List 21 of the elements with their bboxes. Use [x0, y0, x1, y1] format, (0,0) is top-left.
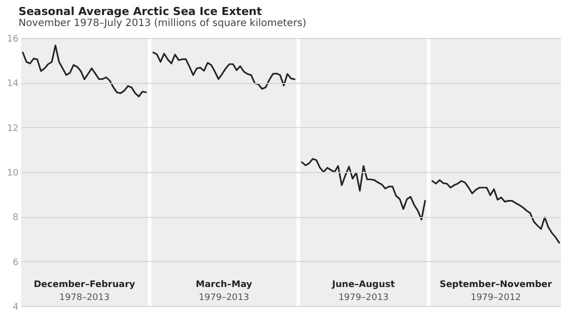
y-tick-label: 8 [12, 213, 19, 224]
y-tick-label: 12 [7, 124, 18, 134]
annotation: December–February [34, 280, 136, 290]
annotation: June–August [331, 280, 396, 290]
annotation: 1979–2012 [470, 293, 521, 303]
line-series [301, 158, 426, 220]
line-series [152, 52, 296, 90]
line-series [432, 179, 560, 244]
y-tick-label: 16 [7, 34, 19, 44]
chart-subtitle: November 1978–July 2013 (millions of square kilometers) [18, 18, 306, 29]
annotation: 1979–2013 [198, 293, 250, 303]
annotation: 1978–2013 [59, 293, 110, 303]
y-tick-label: 4 [12, 302, 19, 312]
annotation: 1979–2013 [338, 293, 389, 303]
y-tick-label: 14 [7, 79, 19, 90]
y-tick-label: 10 [7, 168, 19, 178]
chart-title: Seasonal Average Arctic Sea Ice Extent [18, 5, 262, 18]
annotation: March–May [196, 280, 252, 290]
annotation: September–November [440, 280, 552, 290]
y-tick-label: 6 [12, 258, 19, 268]
line-series [22, 44, 147, 98]
